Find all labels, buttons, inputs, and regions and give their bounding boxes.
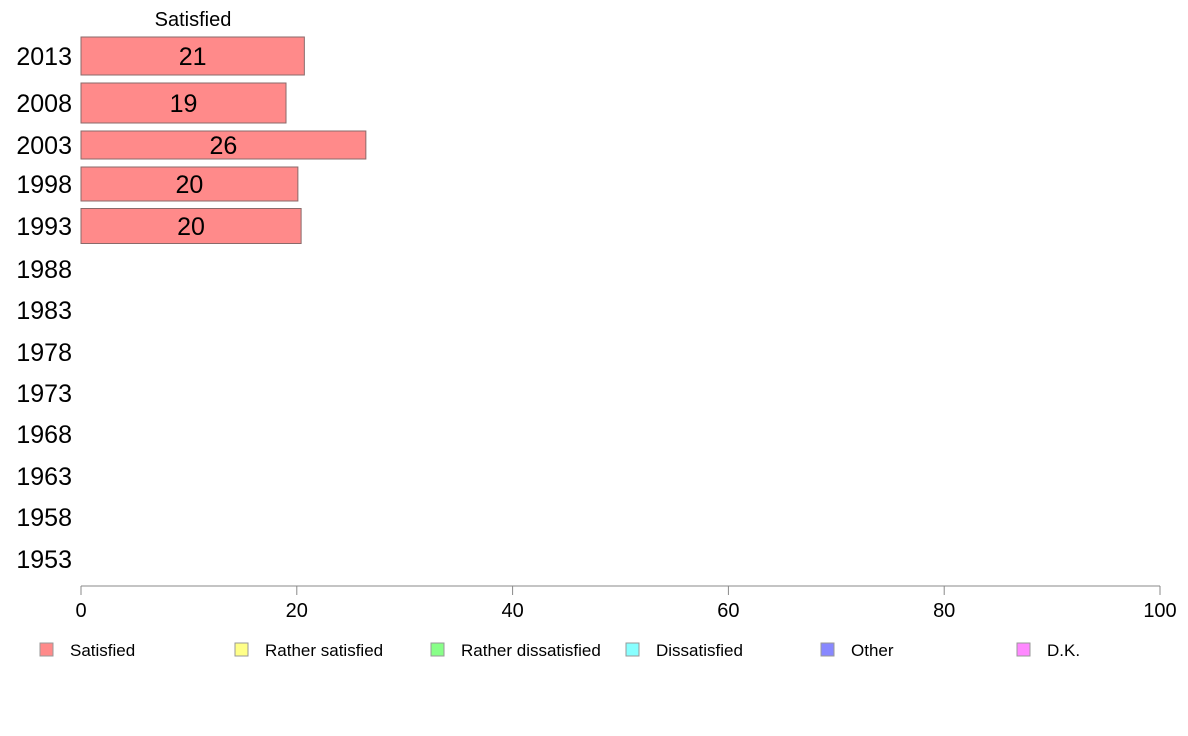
y-tick-label: 2003	[16, 132, 72, 160]
y-tick-label: 1983	[16, 297, 72, 325]
x-axis: 0 20 40 60 80 100	[75, 585, 1177, 622]
x-tick-label: 0	[75, 600, 86, 622]
x-tick-label: 80	[933, 600, 955, 622]
legend-label: Satisfied	[70, 641, 135, 660]
column-title: Satisfied	[155, 9, 232, 31]
legend-label: Rather satisfied	[265, 641, 383, 660]
legend-label: Other	[851, 641, 894, 660]
legend-swatch	[820, 642, 835, 657]
bar-value-label: 20	[176, 171, 204, 199]
y-tick-label: 2013	[16, 43, 72, 71]
bar-value-label: 26	[210, 132, 238, 160]
bar	[80, 166, 299, 202]
y-tick-label: 1978	[16, 339, 72, 367]
legend-label: Dissatisfied	[656, 641, 743, 660]
legend-swatch	[625, 642, 640, 657]
bar	[80, 82, 287, 124]
bar	[80, 130, 367, 160]
y-tick-label: 1963	[16, 463, 72, 491]
y-axis: 2013 2008 2003 1998 1993 1988 1983 1978 1973 1968…	[16, 43, 72, 574]
x-tick-label: 60	[717, 600, 739, 622]
bar-value-label: 20	[177, 213, 205, 241]
y-tick-label: 1958	[16, 504, 72, 532]
y-tick-label: 2008	[16, 90, 72, 118]
legend-swatch	[39, 642, 54, 657]
y-tick-label: 1973	[16, 380, 72, 408]
y-tick-label: 1988	[16, 256, 72, 284]
legend: Satisfied Rather satisfied Rather dissatis…	[39, 641, 1080, 660]
bar	[80, 36, 305, 76]
legend-label: Rather dissatisfied	[461, 641, 601, 660]
x-tick-label: 20	[286, 600, 308, 622]
legend-swatch	[430, 642, 445, 657]
y-tick-label: 1993	[16, 213, 72, 241]
legend-swatch	[1016, 642, 1031, 657]
bar-value-label: 19	[170, 90, 198, 118]
legend-label: D.K.	[1047, 641, 1080, 660]
y-tick-label: 1968	[16, 421, 72, 449]
y-tick-label: 1953	[16, 546, 72, 574]
y-tick-label: 1998	[16, 171, 72, 199]
bar	[80, 208, 302, 244]
x-tick-label: 100	[1143, 600, 1176, 622]
legend-swatch	[234, 642, 249, 657]
x-tick-label: 40	[501, 600, 523, 622]
bar-value-label: 21	[179, 43, 207, 71]
